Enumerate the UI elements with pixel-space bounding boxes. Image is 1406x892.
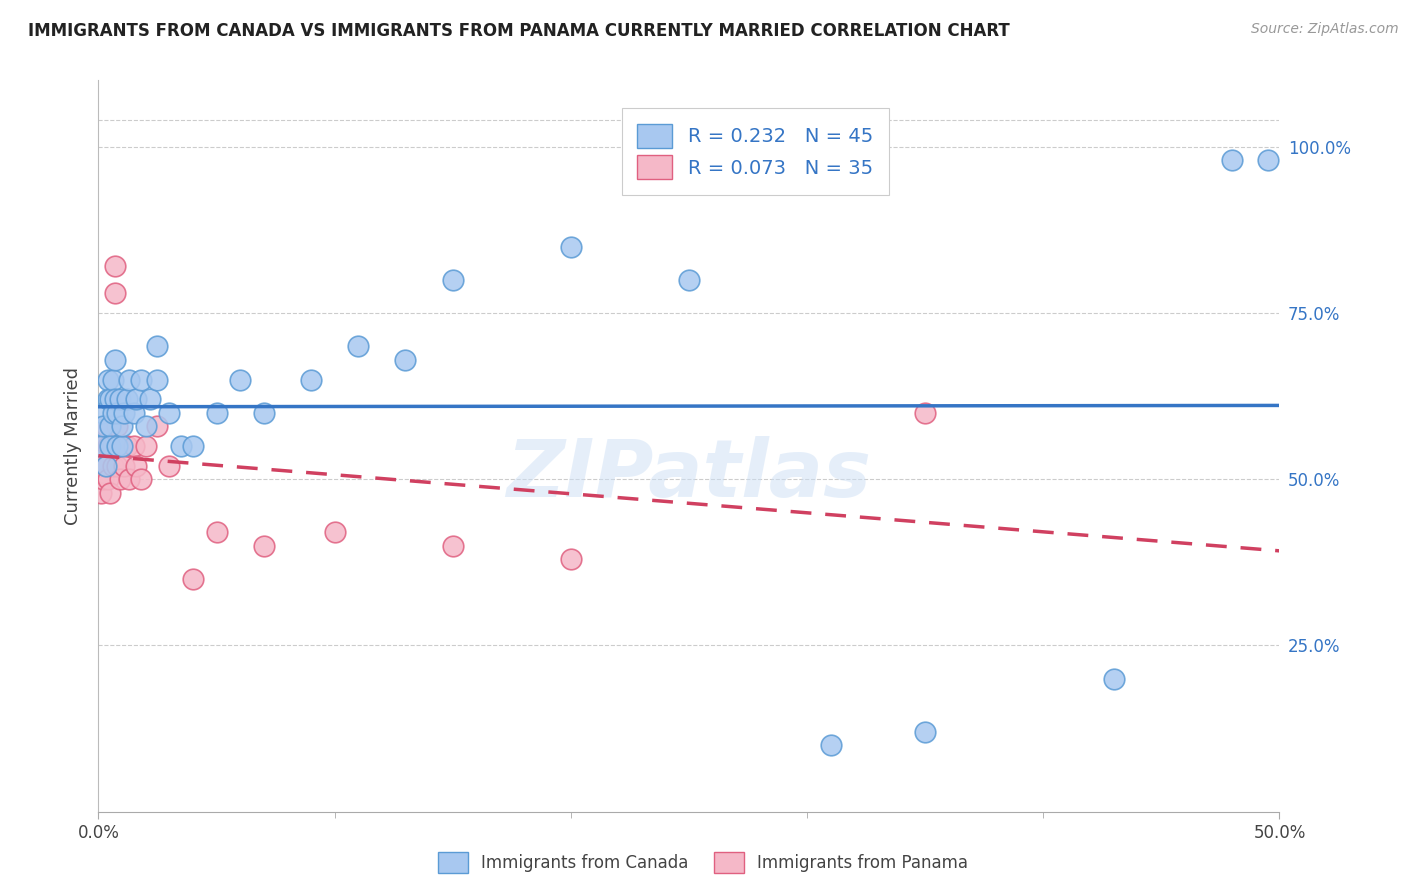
Point xyxy=(98,419,121,434)
Point xyxy=(820,738,842,752)
Point xyxy=(112,458,135,473)
Point xyxy=(104,392,127,407)
Text: Source: ZipAtlas.com: Source: ZipAtlas.com xyxy=(1251,22,1399,37)
Point xyxy=(347,339,370,353)
Point xyxy=(112,406,135,420)
Point xyxy=(111,439,134,453)
Legend: Immigrants from Canada, Immigrants from Panama: Immigrants from Canada, Immigrants from … xyxy=(432,846,974,880)
Point xyxy=(146,372,169,386)
Point xyxy=(560,239,582,253)
Point xyxy=(125,458,148,473)
Point xyxy=(157,458,180,473)
Point xyxy=(129,372,152,386)
Point xyxy=(91,406,114,420)
Point xyxy=(146,419,169,434)
Point xyxy=(90,485,112,500)
Point xyxy=(98,439,121,453)
Point xyxy=(229,372,252,386)
Point xyxy=(1102,672,1125,686)
Point xyxy=(299,372,322,386)
Point xyxy=(253,539,276,553)
Point xyxy=(101,406,124,420)
Point xyxy=(157,406,180,420)
Text: IMMIGRANTS FROM CANADA VS IMMIGRANTS FROM PANAMA CURRENTLY MARRIED CORRELATION C: IMMIGRANTS FROM CANADA VS IMMIGRANTS FRO… xyxy=(28,22,1010,40)
Point xyxy=(101,458,124,473)
Point xyxy=(104,260,127,274)
Point xyxy=(91,419,114,434)
Point xyxy=(441,539,464,553)
Point xyxy=(97,439,120,453)
Point xyxy=(111,439,134,453)
Point xyxy=(560,552,582,566)
Point xyxy=(98,439,121,453)
Point xyxy=(108,392,131,407)
Point xyxy=(129,472,152,486)
Point xyxy=(94,458,117,473)
Point xyxy=(135,439,157,453)
Point xyxy=(105,458,128,473)
Point xyxy=(97,472,120,486)
Point xyxy=(1257,153,1279,167)
Point xyxy=(125,392,148,407)
Point xyxy=(678,273,700,287)
Point xyxy=(94,419,117,434)
Point xyxy=(91,439,114,453)
Point xyxy=(90,458,112,473)
Legend: R = 0.232   N = 45, R = 0.073   N = 35: R = 0.232 N = 45, R = 0.073 N = 35 xyxy=(621,108,889,194)
Point xyxy=(104,286,127,301)
Point xyxy=(105,406,128,420)
Point xyxy=(91,472,114,486)
Point xyxy=(98,392,121,407)
Point xyxy=(170,439,193,453)
Point xyxy=(323,525,346,540)
Point xyxy=(90,439,112,453)
Point xyxy=(98,419,121,434)
Point xyxy=(253,406,276,420)
Point xyxy=(97,372,120,386)
Point xyxy=(914,406,936,420)
Point xyxy=(115,439,138,453)
Point xyxy=(94,458,117,473)
Point xyxy=(115,392,138,407)
Point xyxy=(139,392,162,407)
Point xyxy=(111,419,134,434)
Point xyxy=(97,392,120,407)
Point xyxy=(205,406,228,420)
Point xyxy=(105,439,128,453)
Point xyxy=(101,372,124,386)
Point xyxy=(118,472,141,486)
Text: ZIPatlas: ZIPatlas xyxy=(506,436,872,515)
Point xyxy=(181,439,204,453)
Point xyxy=(101,439,124,453)
Point xyxy=(98,485,121,500)
Point xyxy=(441,273,464,287)
Point xyxy=(135,419,157,434)
Point xyxy=(104,352,127,367)
Point xyxy=(394,352,416,367)
Point xyxy=(1220,153,1243,167)
Point xyxy=(181,572,204,586)
Point xyxy=(105,419,128,434)
Point xyxy=(122,406,145,420)
Point xyxy=(118,372,141,386)
Point xyxy=(205,525,228,540)
Point xyxy=(914,725,936,739)
Point xyxy=(122,439,145,453)
Point xyxy=(146,339,169,353)
Point xyxy=(108,472,131,486)
Y-axis label: Currently Married: Currently Married xyxy=(63,367,82,525)
